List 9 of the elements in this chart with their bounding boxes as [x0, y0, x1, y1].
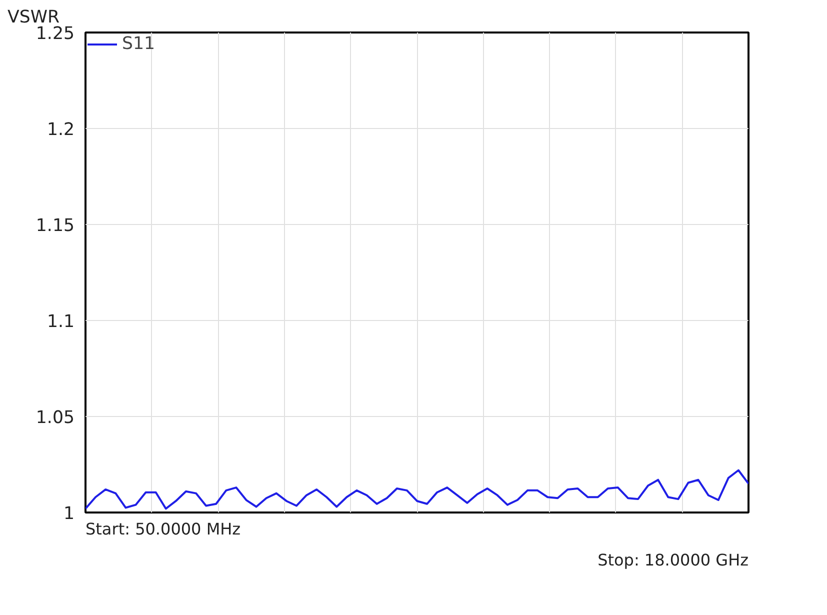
y-tick-label: 1.05	[36, 408, 75, 428]
y-tick-label: 1	[63, 504, 75, 524]
y-tick-label: 1.2	[46, 120, 75, 140]
y-tick-label: 1.1	[46, 312, 75, 332]
line-series	[86, 469, 748, 510]
text: Start: 50.0000 MHz	[86, 520, 241, 538]
text: Stop: 18.0000 GHz	[598, 550, 749, 570]
legend-label: S11	[122, 34, 156, 54]
y-tick-label: 1.15	[36, 216, 75, 236]
